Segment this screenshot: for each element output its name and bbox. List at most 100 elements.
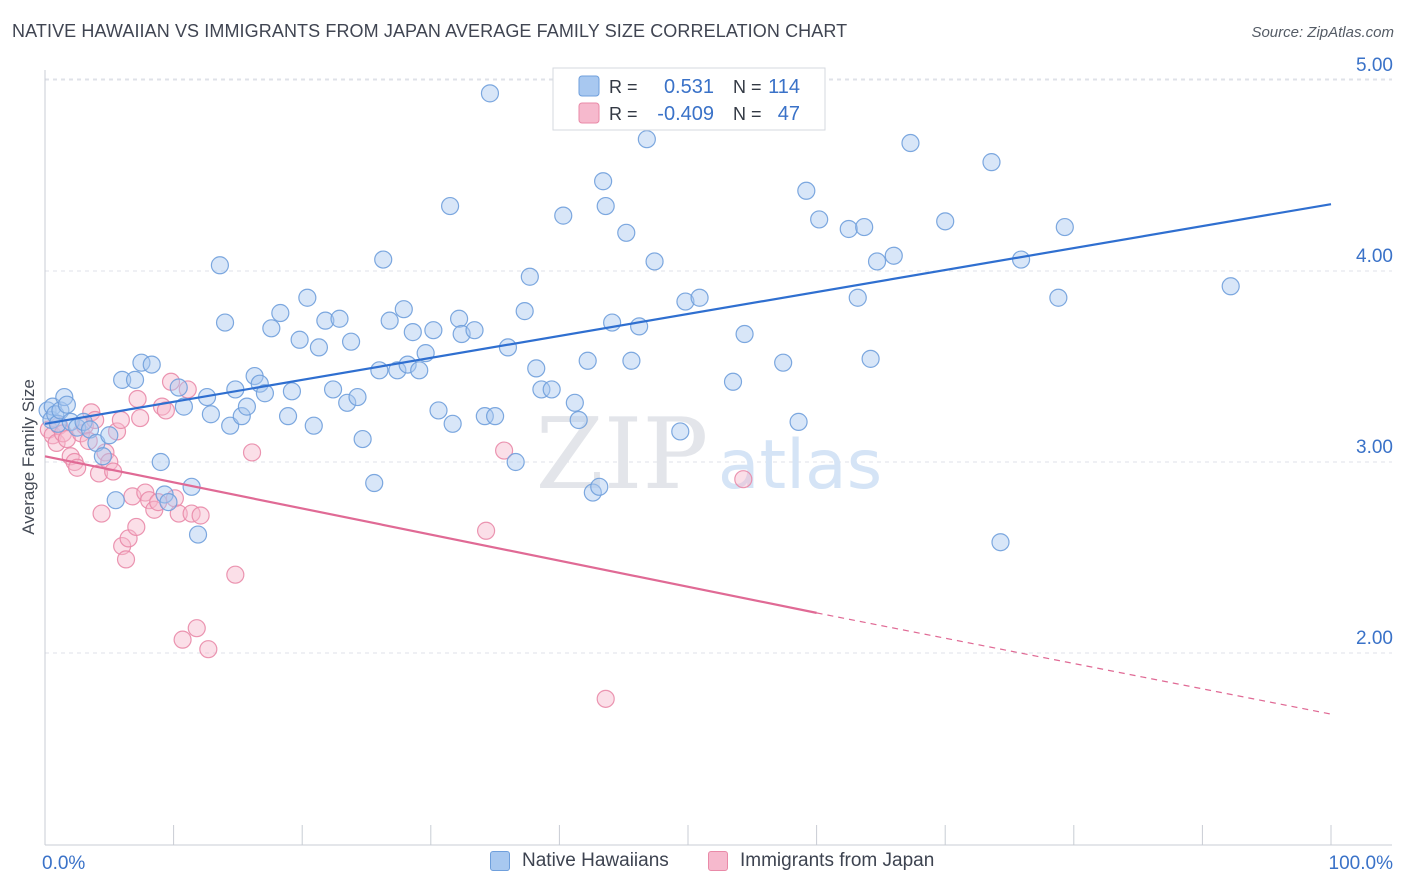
native-hawaiian-point bbox=[330, 309, 349, 328]
native-hawaiian-point bbox=[774, 353, 793, 372]
axes bbox=[44, 70, 1392, 846]
y-tick-label: 4.00 bbox=[1356, 246, 1393, 267]
y-tick-label: 2.00 bbox=[1356, 628, 1393, 649]
native-hawaiian-point bbox=[515, 302, 534, 321]
native-hawaiian-point bbox=[645, 252, 664, 271]
native-hawaiian-point bbox=[578, 351, 597, 370]
legend-blue-n-label: N = bbox=[733, 77, 762, 97]
native-hawaiian-point bbox=[936, 212, 955, 231]
x-tick-label: 100.0% bbox=[1329, 853, 1394, 874]
japan-immigrant-point bbox=[131, 408, 150, 428]
native-hawaiian-point bbox=[867, 252, 887, 271]
native-hawaiian-point bbox=[309, 338, 329, 357]
japan-immigrant-point bbox=[113, 536, 132, 556]
native-hawaiian-point bbox=[590, 477, 609, 496]
native-hawaiian-point bbox=[169, 378, 188, 397]
trend-lines bbox=[44, 203, 1332, 715]
native-hawaiian-point bbox=[290, 330, 309, 349]
japan-immigrant-point bbox=[596, 689, 615, 708]
japan-immigrant-point bbox=[116, 550, 136, 569]
japan-immigrant-point bbox=[111, 410, 130, 430]
native-hawaiian-point bbox=[622, 351, 641, 370]
japan-immigrant-point bbox=[173, 630, 192, 649]
native-hawaiian-point bbox=[861, 349, 880, 368]
japan-immigrant-point bbox=[191, 506, 210, 525]
source-credit: Source: ZipAtlas.com bbox=[1251, 24, 1394, 41]
native-hawaiian-trend-line bbox=[44, 203, 1332, 425]
y-axis-label: Average Family Size bbox=[19, 379, 38, 535]
native-hawaiian-point bbox=[527, 359, 546, 378]
native-hawaiian-point bbox=[142, 355, 161, 374]
native-hawaiian-point bbox=[271, 303, 290, 323]
native-hawaiian-point bbox=[100, 426, 119, 445]
japan-immigrant-point bbox=[182, 504, 201, 523]
native-hawaiian-point bbox=[341, 332, 361, 351]
japan-immigrant-point bbox=[127, 517, 146, 537]
native-hawaiian-point bbox=[671, 422, 690, 441]
native-hawaiian-point bbox=[676, 292, 695, 311]
native-hawaiian-point bbox=[262, 319, 281, 338]
native-hawaiian-point bbox=[125, 370, 145, 389]
native-hawaiian-point bbox=[365, 473, 384, 493]
native-hawaiian-point bbox=[255, 384, 275, 403]
native-hawaiian-point bbox=[810, 210, 829, 229]
native-hawaiian-point bbox=[174, 397, 193, 416]
native-hawaiian-point bbox=[690, 288, 709, 307]
native-hawaiian-point bbox=[542, 380, 561, 399]
y-tick-label: 5.00 bbox=[1356, 55, 1393, 76]
legend-pink-r-value: -0.409 bbox=[657, 103, 714, 125]
japan-immigrant-point bbox=[178, 380, 197, 399]
native-hawaiian-point bbox=[569, 410, 588, 430]
gridlines bbox=[45, 78, 1392, 654]
japan-immigrant-point bbox=[128, 389, 147, 409]
native-hawaiian-point bbox=[159, 493, 178, 512]
native-hawaiian-point bbox=[410, 361, 429, 380]
native-hawaiian-point bbox=[594, 172, 613, 191]
native-hawaiian-point bbox=[480, 84, 500, 103]
native-hawaiian-point bbox=[298, 288, 317, 307]
correlation-legend: R = 0.531 N = 114 R = -0.409 N = 47 bbox=[552, 67, 826, 131]
legend-pink-r-label: R = bbox=[609, 104, 638, 124]
native-hawaiian-point bbox=[443, 414, 462, 433]
native-hawaiian-point bbox=[215, 313, 235, 332]
native-hawaiian-point bbox=[232, 407, 251, 426]
native-hawaiian-point bbox=[394, 300, 413, 319]
blue-series-points bbox=[38, 84, 1240, 552]
native-hawaiian-point bbox=[565, 393, 584, 412]
native-hawaiian-point bbox=[982, 153, 1001, 172]
native-hawaiian-point bbox=[855, 217, 874, 237]
native-hawaiian-point bbox=[1049, 288, 1068, 307]
watermark-atlas: atlas bbox=[718, 426, 882, 505]
legend-item-immigrants-from-japan: Immigrants from Japan bbox=[708, 850, 934, 872]
native-hawaiian-point bbox=[789, 412, 808, 431]
legend-pink-n-label: N = bbox=[733, 104, 762, 124]
native-hawaiian-point bbox=[278, 407, 298, 426]
watermark-zip: ZIP bbox=[536, 398, 709, 512]
native-hawaiian-point bbox=[106, 491, 125, 510]
japan-immigrant-point bbox=[92, 504, 111, 523]
native-hawaiian-point bbox=[617, 223, 636, 242]
legend-blue-swatch bbox=[578, 75, 600, 97]
native-hawaiian-point bbox=[370, 361, 389, 380]
native-hawaiian-point bbox=[506, 452, 525, 472]
native-hawaiian-point bbox=[465, 321, 484, 340]
native-hawaiian-point bbox=[449, 309, 469, 328]
native-hawaiian-point bbox=[486, 407, 505, 426]
japan-immigrant-point bbox=[169, 504, 188, 523]
native-hawaiian-point bbox=[323, 380, 343, 399]
native-hawaiian-point bbox=[1221, 277, 1240, 296]
japan-immigrant-point bbox=[476, 521, 496, 540]
y-tick-label: 3.00 bbox=[1356, 437, 1393, 458]
native-hawaiian-point bbox=[201, 405, 220, 424]
japan-immigrant-point bbox=[242, 443, 262, 462]
native-hawaiian-point bbox=[1011, 250, 1031, 269]
native-hawaiian-point bbox=[424, 321, 443, 340]
watermark: ZIP atlas bbox=[536, 398, 883, 512]
native-hawaiian-point bbox=[237, 397, 257, 416]
immigrants-from-japan-swatch bbox=[708, 851, 728, 871]
legend-blue-r-value: 0.531 bbox=[664, 76, 714, 98]
y-tick-labels: 2.00 3.00 4.00 5.00 bbox=[1356, 55, 1393, 649]
native-hawaiian-point bbox=[498, 338, 518, 357]
native-hawaiians-label: Native Hawaiians bbox=[522, 850, 669, 871]
native-hawaiian-point bbox=[797, 181, 816, 200]
